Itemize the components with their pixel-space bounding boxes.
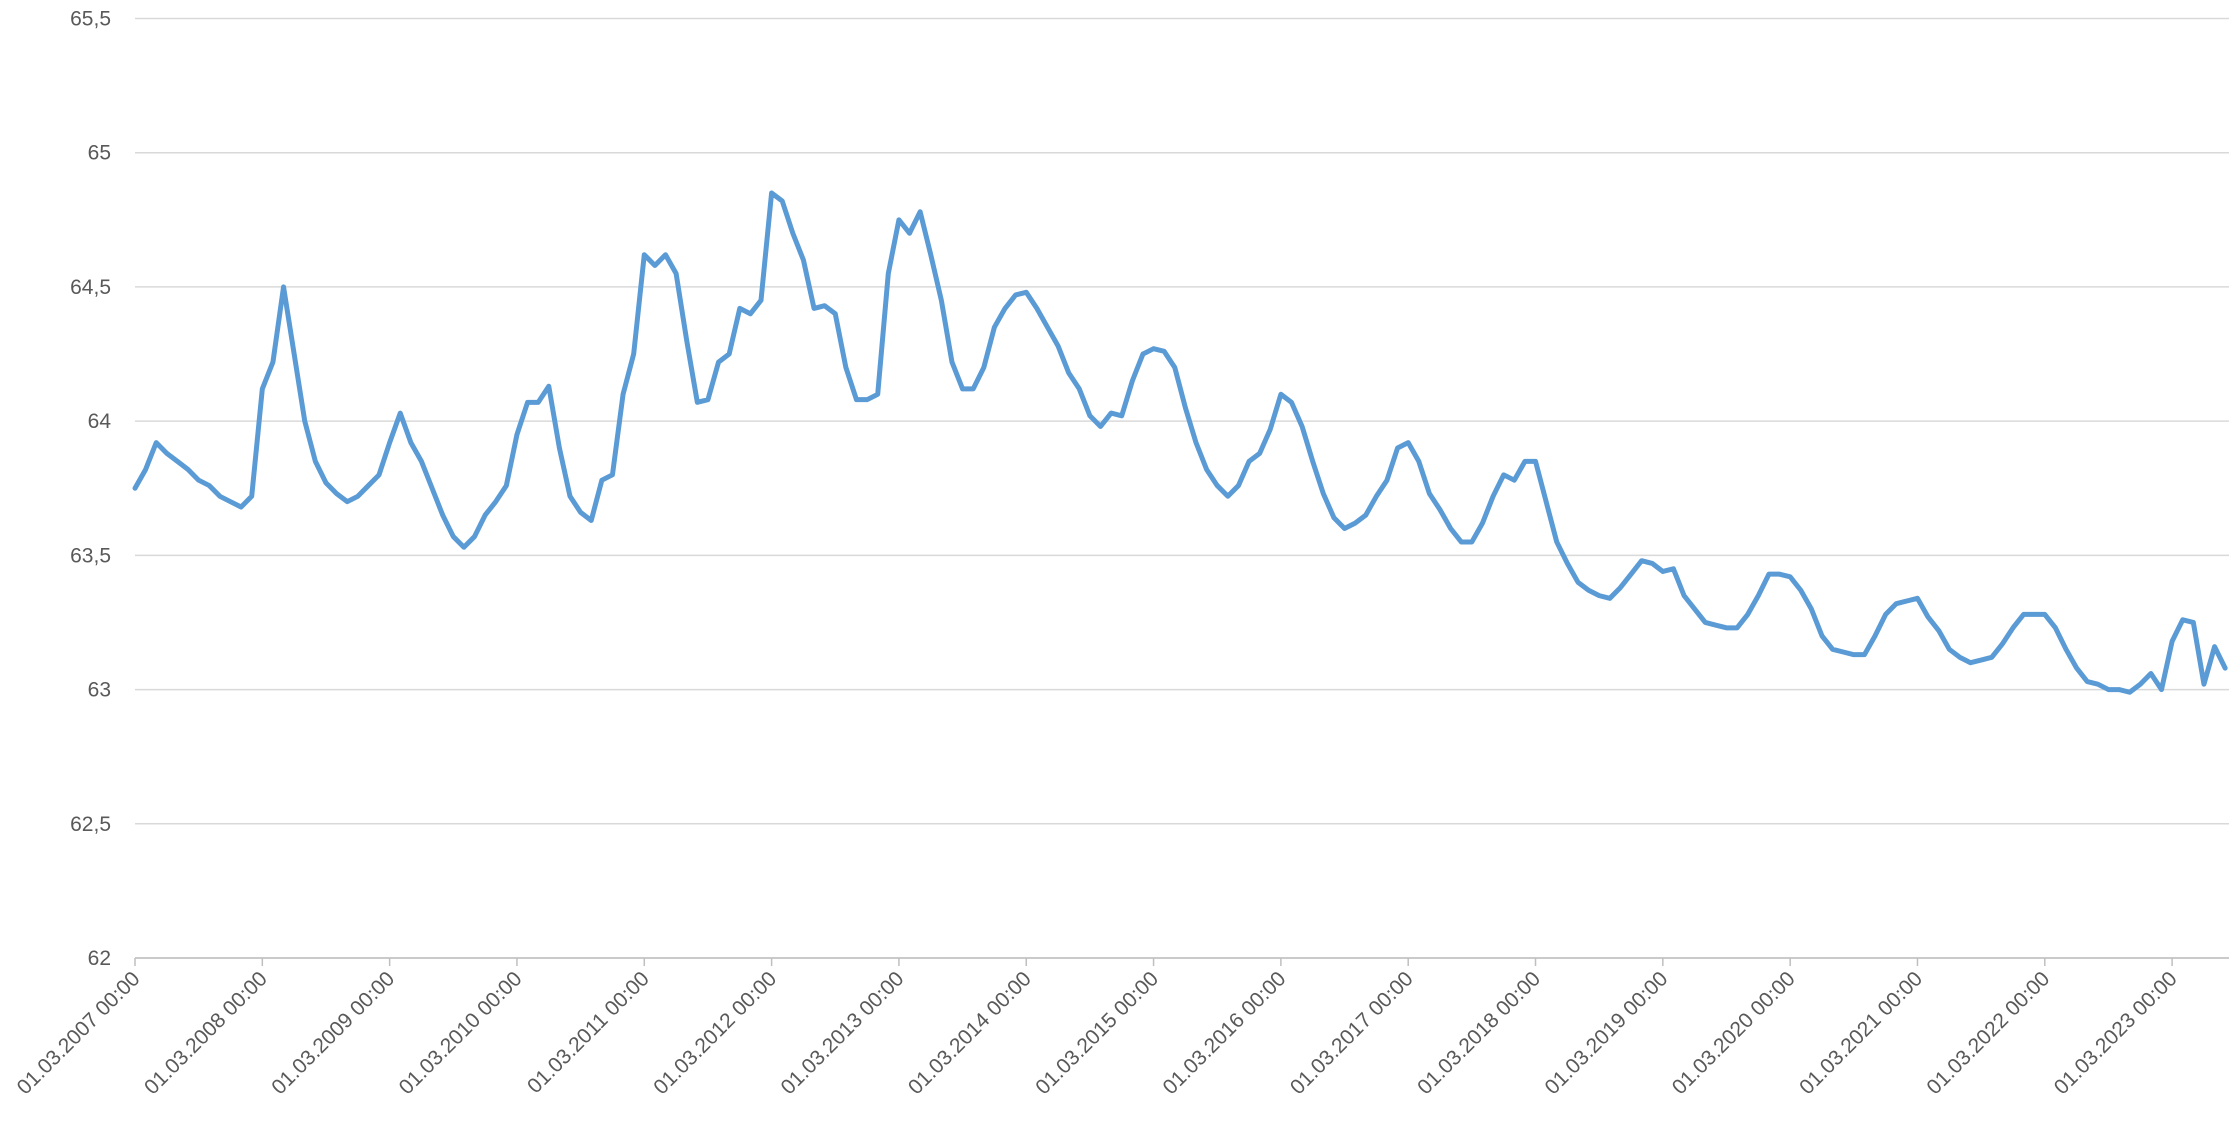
x-tick-label: 01.03.2012 00:00 (649, 967, 781, 1099)
x-tick-label: 01.03.2019 00:00 (1541, 967, 1673, 1099)
y-tick-label: 65 (88, 142, 111, 165)
y-tick-label: 63 (88, 679, 111, 702)
x-tick-label: 01.03.2021 00:00 (1795, 967, 1927, 1099)
x-tick-label: 01.03.2015 00:00 (1031, 967, 1163, 1099)
x-tick-label: 01.03.2007 00:00 (13, 967, 145, 1099)
y-tick-label: 65,5 (70, 8, 111, 31)
x-tick-label: 01.03.2011 00:00 (523, 967, 654, 1098)
x-tick-label: 01.03.2008 00:00 (140, 967, 272, 1099)
x-tick-label: 01.03.2022 00:00 (1922, 967, 2054, 1099)
x-tick-label: 01.03.2016 00:00 (1159, 967, 1291, 1099)
x-tick-label: 01.03.2017 00:00 (1286, 967, 1418, 1099)
y-tick-label: 64 (88, 410, 112, 433)
data-line (132, 190, 2228, 695)
y-tick-label: 62,5 (70, 813, 111, 836)
x-tick-label: 01.03.2013 00:00 (777, 967, 909, 1099)
x-tick-label: 01.03.2018 00:00 (1413, 967, 1545, 1099)
y-tick-label: 63,5 (70, 544, 111, 567)
y-tick-label: 64,5 (70, 276, 111, 299)
x-tick-label: 01.03.2023 00:00 (2050, 967, 2182, 1099)
y-tick-label: 62 (88, 947, 111, 970)
x-tick-label: 01.03.2009 00:00 (267, 967, 399, 1099)
x-tick-label: 01.03.2010 00:00 (395, 967, 527, 1099)
x-tick-label: 01.03.2020 00:00 (1668, 967, 1800, 1099)
x-tick-label: 01.03.2014 00:00 (904, 967, 1036, 1099)
